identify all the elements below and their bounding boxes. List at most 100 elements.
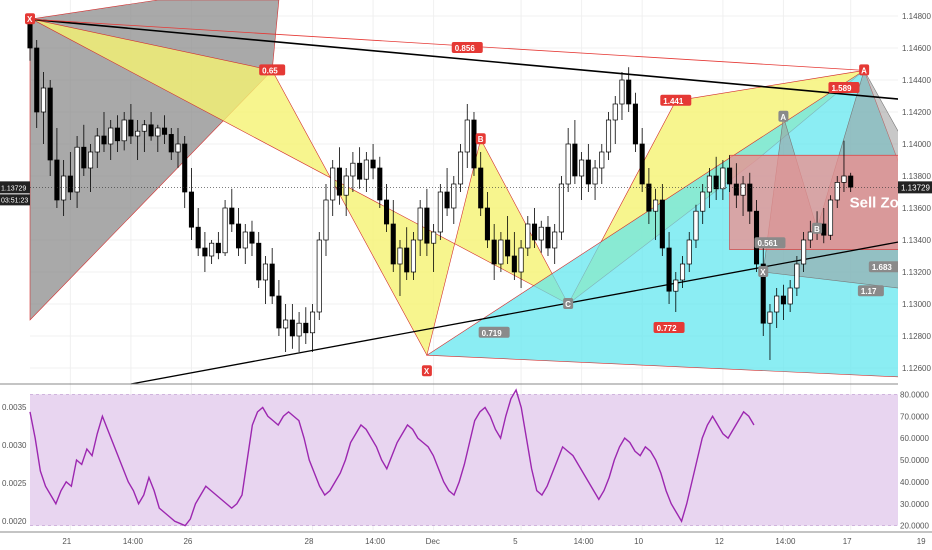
candle-bear <box>81 146 87 169</box>
time-tag-box <box>0 194 30 206</box>
ratio-label-box <box>660 94 692 106</box>
candle-bull <box>605 119 612 153</box>
candle-bear <box>484 207 490 241</box>
time-tick-label: 21 <box>62 537 71 546</box>
candle-bear <box>747 183 753 212</box>
time-tick-label: 17 <box>843 537 852 546</box>
candle-bear <box>249 231 255 244</box>
time-tick-label: 12 <box>715 537 724 546</box>
candle-bull <box>700 191 706 212</box>
candle-bear <box>632 103 638 145</box>
candle-bear <box>760 263 766 324</box>
candle-bull <box>209 242 215 257</box>
pattern-point-box <box>25 13 35 25</box>
candle-bear <box>148 124 154 137</box>
candle-bear <box>545 226 551 249</box>
candle-bull <box>807 231 813 241</box>
pattern-point-label: X <box>27 15 33 24</box>
rsi-left-tick-label: 0.0020 <box>2 517 27 526</box>
candle-bull <box>794 263 800 289</box>
candle-bear <box>114 127 120 142</box>
candle-bull <box>309 311 316 334</box>
candle-bear <box>67 175 73 193</box>
candle-bull <box>343 175 349 196</box>
time-tick-label: 19 <box>917 537 926 546</box>
candle-bear <box>585 159 591 185</box>
candle-bull <box>431 231 437 244</box>
candle-bear <box>370 159 376 169</box>
candle-bull <box>579 159 585 177</box>
candle-bear <box>236 223 242 249</box>
pattern-point-label: A <box>861 66 867 75</box>
pattern-point-label: B <box>478 135 484 144</box>
pattern-point-box <box>758 266 769 277</box>
ratio-label: 1.683 <box>872 263 893 272</box>
candle-bear <box>168 134 174 153</box>
rsi-tick-label: 60.0000 <box>900 434 929 443</box>
candle-bear <box>182 143 188 193</box>
candle-bull <box>457 151 464 185</box>
ratio-label: 1.17 <box>861 287 877 296</box>
candle-bull <box>801 239 807 265</box>
candle-bear <box>444 191 450 209</box>
rsi-line <box>29 388 755 527</box>
pattern-point-label: C <box>565 300 571 309</box>
price-tick-label: 1.14200 <box>902 108 931 117</box>
candle-bear <box>659 199 665 249</box>
ratio-label-box <box>653 322 685 333</box>
candle-bull <box>61 175 67 201</box>
ratio-label: 1.589 <box>831 84 852 93</box>
candle-bull <box>410 239 416 273</box>
time-tick-label: 14:00 <box>123 537 144 546</box>
candle-bear <box>626 79 632 105</box>
time-tick-label: 10 <box>634 537 643 546</box>
candle-bull <box>679 263 686 281</box>
left-price-tag-box <box>0 181 30 194</box>
time-tick-label: 28 <box>305 537 314 546</box>
trend-line-upper <box>29 18 932 103</box>
time-tick-label: 5 <box>513 537 518 546</box>
time-tick-label: 14:00 <box>574 537 595 546</box>
price-tick-label: 1.14000 <box>902 140 931 149</box>
candle-bear <box>47 87 53 161</box>
candle-bull <box>222 207 228 254</box>
candle-bear <box>511 255 517 273</box>
candle-bear <box>289 319 295 337</box>
candle-bear <box>639 143 645 185</box>
candle-bear <box>229 207 235 225</box>
rsi-tick-label: 40.0000 <box>900 478 929 487</box>
price-tick-label: 1.13200 <box>902 268 931 277</box>
candle-bull <box>565 143 571 185</box>
price-tick-label: 1.13000 <box>902 300 931 309</box>
candle-bear <box>336 167 342 196</box>
candle-bear <box>188 191 194 228</box>
candle-bull <box>121 119 127 142</box>
candle-bull <box>706 175 712 193</box>
ratio-label: 0.65 <box>262 66 278 75</box>
candle-bull <box>552 231 558 249</box>
candle-bull <box>767 311 773 324</box>
candle-bull <box>834 182 840 201</box>
pattern-point-label: X <box>760 268 766 277</box>
candle-bull <box>397 247 403 265</box>
rsi-left-tick-label: 0.0035 <box>2 403 27 412</box>
pattern-point-box <box>859 64 870 76</box>
candle-bull <box>592 167 598 185</box>
candle-bull <box>74 146 80 193</box>
candle-bear <box>713 175 719 190</box>
candle-bear <box>666 247 672 292</box>
candle-bull <box>323 199 329 241</box>
candle-bull <box>740 183 746 196</box>
candle-bull <box>612 103 618 121</box>
candle-bull <box>787 287 793 305</box>
price-tick-label: 1.14600 <box>902 44 931 53</box>
candle-bull <box>40 87 46 113</box>
ratio-label: 1.441 <box>663 97 684 106</box>
rsi-tick-label: 70.0000 <box>900 412 929 421</box>
price-tick-label: 1.12600 <box>902 364 931 373</box>
candle-bear <box>276 295 282 329</box>
candle-bull <box>464 119 470 153</box>
price-tick-label: 1.12800 <box>902 332 931 341</box>
ratio-label-box <box>451 42 483 53</box>
